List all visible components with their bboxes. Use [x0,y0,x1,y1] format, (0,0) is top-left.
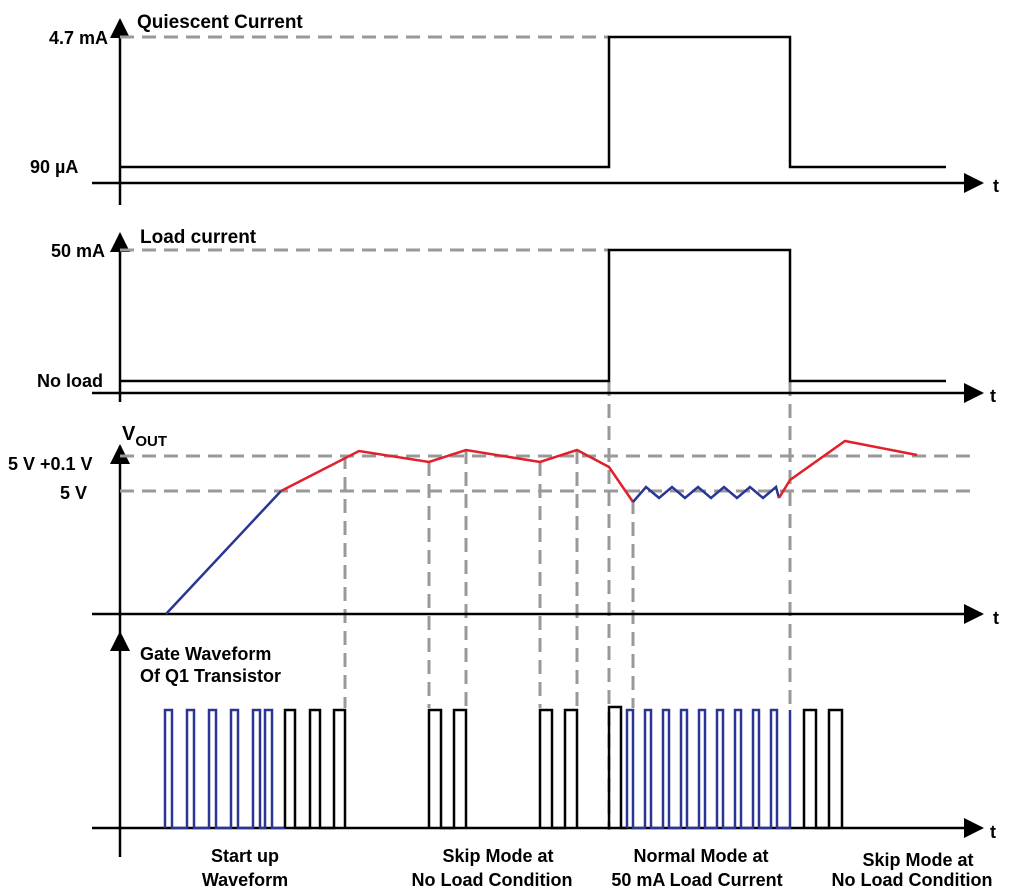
gate-startup-black-pulses [283,708,347,830]
caption-startup-line1: Start up [211,846,279,866]
mode-captions: Start up Waveform Skip Mode at No Load C… [202,846,993,890]
gate-startup-blue-pulses [163,708,285,830]
vout-skip-mode-ripple [280,448,635,503]
quiescent-title: Quiescent Current [137,12,303,33]
vout-recovery-trace [777,439,918,499]
gate-normal-blue-pulses [625,708,792,830]
gate-title-line2: Of Q1 Transistor [140,666,281,686]
caption-normal-line2: 50 mA Load Current [611,870,782,890]
gate-skip-burst-2 [538,708,579,830]
load-low-label: No load [37,371,103,391]
load-current-panel: Load current 50 mA No load t [37,227,996,406]
vout-low-label: 5 V [60,483,87,503]
caption-skip1-line2: No Load Condition [412,870,573,890]
quiescent-low-label: 90 µA [30,157,78,177]
quiescent-high-label: 4.7 mA [49,28,108,48]
caption-skip1-line1: Skip Mode at [442,846,553,866]
quiescent-t-label: t [993,176,999,196]
load-high-label: 50 mA [51,241,105,261]
vout-high-label: 5 V +0.1 V [8,454,93,474]
vout-panel: VOUT 5 V +0.1 V 5 V t [8,423,999,633]
quiescent-current-panel: Quiescent Current 4.7 mA 90 µA t [30,12,999,205]
caption-normal-line1: Normal Mode at [633,846,768,866]
quiescent-current-trace [120,35,946,169]
gate-t-label: t [990,822,996,842]
caption-skip2-line1: Skip Mode at [862,850,973,870]
gate-skip-burst-1 [427,708,468,830]
vout-normal-mode-ripple [632,484,781,503]
load-title: Load current [140,227,257,248]
caption-startup-line2: Waveform [202,870,288,890]
vout-t-label: t [993,608,999,628]
vout-title: VOUT [122,423,167,450]
gate-waveform-panel: Gate Waveform Of Q1 Transistor t [92,631,996,857]
load-current-trace [120,248,946,383]
vout-startup-ramp [165,490,282,615]
load-t-label: t [990,386,996,406]
gate-normal-black-pulse [607,705,627,830]
gate-end-skip-pulses [802,708,844,830]
caption-skip2-line2: No Load Condition [832,870,993,890]
gate-title-line1: Gate Waveform [140,644,271,664]
